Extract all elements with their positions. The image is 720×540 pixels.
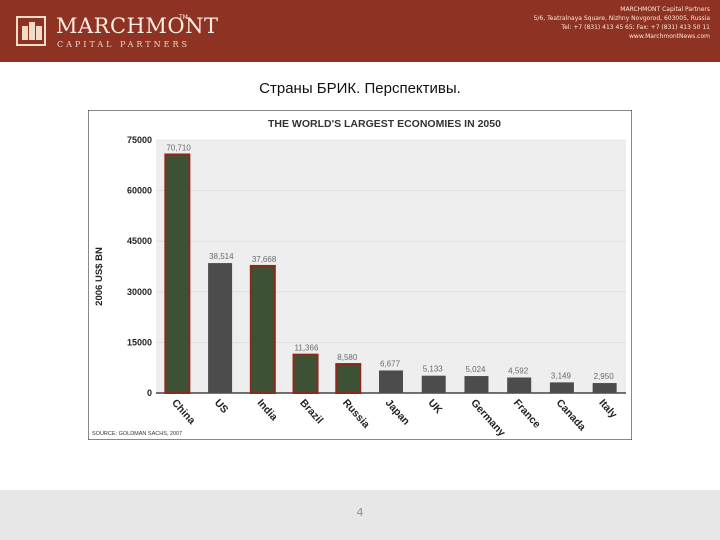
chart-title: THE WORLD'S LARGEST ECONOMIES IN 2050 bbox=[268, 118, 501, 130]
bar-china bbox=[164, 153, 191, 394]
contact-address: 5/6, Teatralnaya Square, Nizhny Novgorod… bbox=[533, 15, 710, 22]
data-label: 6,677 bbox=[380, 359, 401, 368]
y-tick-label: 45000 bbox=[127, 236, 152, 246]
logo-subtitle: CAPITAL PARTNERS bbox=[57, 40, 190, 49]
castle-icon bbox=[16, 16, 46, 46]
bar-germany bbox=[464, 376, 489, 393]
page-number: 4 bbox=[356, 506, 364, 519]
logo-name: MARCHMONT bbox=[56, 14, 219, 38]
data-label: 11,366 bbox=[295, 344, 319, 353]
data-label: 38,514 bbox=[209, 252, 234, 261]
chart-source: SOURCE: GOLDMAN SACHS, 2007 bbox=[92, 431, 182, 437]
bar-india bbox=[249, 264, 276, 394]
y-axis-label: 2006 US$ BN bbox=[94, 247, 105, 306]
contact-company: MARCHMONT Capital Partners bbox=[620, 6, 710, 13]
bar-france bbox=[507, 377, 532, 393]
data-label: 2,950 bbox=[594, 372, 615, 381]
y-tick-label: 15000 bbox=[127, 337, 152, 347]
bar-russia bbox=[335, 363, 362, 394]
header-bar: MARCHMONT TM CAPITAL PARTNERS MARCHMONT … bbox=[0, 0, 720, 62]
data-label: 5,024 bbox=[465, 365, 486, 374]
data-label: 37,668 bbox=[252, 255, 277, 264]
marchmont-logo[interactable]: MARCHMONT TM CAPITAL PARTNERS bbox=[16, 12, 226, 52]
chart-svg: THE WORLD'S LARGEST ECONOMIES IN 2050 750… bbox=[88, 110, 632, 440]
bar-japan bbox=[379, 370, 403, 393]
logo-trademark: TM bbox=[179, 14, 188, 21]
y-tick-label: 75000 bbox=[127, 135, 152, 145]
data-label: 70,710 bbox=[166, 143, 191, 152]
bar-italy bbox=[592, 383, 617, 393]
bar-brazil bbox=[292, 353, 319, 394]
y-tick-label: 30000 bbox=[127, 287, 152, 297]
gdp-chart: THE WORLD'S LARGEST ECONOMIES IN 2050 750… bbox=[88, 110, 632, 440]
footer-bar: 4 bbox=[0, 490, 720, 540]
slide-title: Страны БРИК. Перспективы. bbox=[259, 80, 461, 97]
plot-area bbox=[156, 140, 626, 393]
data-label: 4,592 bbox=[508, 367, 529, 376]
data-label: 8,580 bbox=[337, 353, 358, 362]
y-tick-label: 0 bbox=[147, 388, 152, 398]
contact-phone: Tel: +7 (831) 413 45 65; Fax: +7 (831) 4… bbox=[561, 24, 710, 31]
y-tick-label: 60000 bbox=[127, 186, 152, 196]
bar-uk bbox=[421, 375, 446, 393]
data-label: 3,149 bbox=[551, 371, 572, 380]
data-label: 5,133 bbox=[423, 365, 444, 374]
contact-info: MARCHMONT Capital Partners 5/6, Teatraln… bbox=[534, 5, 710, 41]
bar-us bbox=[208, 263, 233, 393]
contact-website[interactable]: www.MarchmontNews.com bbox=[629, 33, 710, 40]
bar-canada bbox=[549, 382, 574, 393]
